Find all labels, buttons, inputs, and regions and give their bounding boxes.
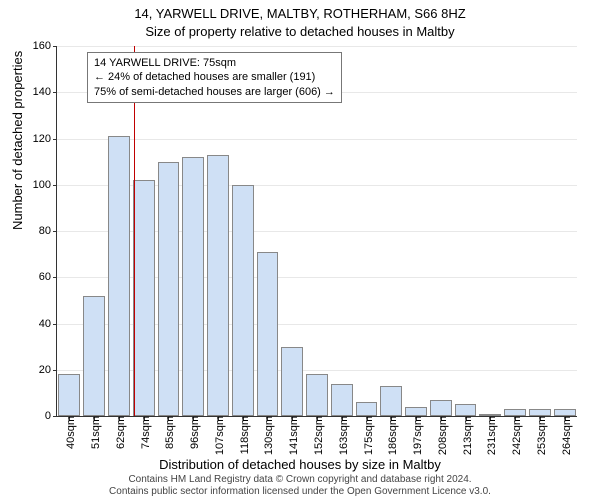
xtick-label: 40sqm: [61, 416, 77, 449]
xtick-label: 213sqm: [458, 416, 474, 455]
annotation-line: 14 YARWELL DRIVE: 75sqm: [94, 56, 335, 70]
xtick-label: 107sqm: [210, 416, 226, 455]
footnote: Contains HM Land Registry data © Crown c…: [0, 474, 600, 498]
histogram-bar: [281, 347, 303, 416]
xtick-label: 85sqm: [160, 416, 176, 449]
histogram-bar: [83, 296, 105, 416]
xtick-label: 175sqm: [359, 416, 375, 455]
ytick-label: 160: [33, 40, 57, 52]
chart-title-main: 14, YARWELL DRIVE, MALTBY, ROTHERHAM, S6…: [0, 6, 600, 21]
xtick-label: 197sqm: [408, 416, 424, 455]
annotation-line: 75% of semi-detached houses are larger (…: [94, 85, 335, 99]
xtick-label: 242sqm: [507, 416, 523, 455]
xtick-label: 264sqm: [557, 416, 573, 455]
xtick-label: 186sqm: [383, 416, 399, 455]
ytick-label: 60: [39, 271, 57, 283]
histogram-bar: [504, 409, 526, 416]
xtick-label: 231sqm: [482, 416, 498, 455]
histogram-bar: [405, 407, 427, 416]
y-axis-label: Number of detached properties: [10, 51, 25, 230]
x-axis-label: Distribution of detached houses by size …: [0, 457, 600, 472]
histogram-bar: [331, 384, 353, 416]
ytick-label: 120: [33, 133, 57, 145]
ytick-label: 40: [39, 318, 57, 330]
annotation-line: ← 24% of detached houses are smaller (19…: [94, 70, 335, 84]
ytick-label: 100: [33, 179, 57, 191]
histogram-bar: [232, 185, 254, 416]
gridline: [57, 139, 577, 140]
chart-title-sub: Size of property relative to detached ho…: [0, 24, 600, 39]
histogram-bar: [58, 374, 80, 416]
histogram-bar: [306, 374, 328, 416]
histogram-bar: [257, 252, 279, 416]
footnote-line1: Contains HM Land Registry data © Crown c…: [0, 474, 600, 486]
xtick-label: 141sqm: [284, 416, 300, 455]
histogram-bar: [380, 386, 402, 416]
xtick-label: 51sqm: [86, 416, 102, 449]
xtick-label: 163sqm: [334, 416, 350, 455]
gridline: [57, 46, 577, 47]
histogram-bar: [529, 409, 551, 416]
histogram-bar: [455, 404, 477, 416]
xtick-label: 74sqm: [136, 416, 152, 449]
histogram-bar: [207, 155, 229, 416]
xtick-label: 152sqm: [309, 416, 325, 455]
xtick-label: 118sqm: [235, 416, 251, 454]
xtick-label: 208sqm: [433, 416, 449, 455]
ytick-label: 0: [45, 410, 57, 422]
histogram-bar: [133, 180, 155, 416]
plot-area: 02040608010012014016040sqm51sqm62sqm74sq…: [56, 46, 577, 417]
xtick-label: 130sqm: [259, 416, 275, 455]
xtick-label: 253sqm: [532, 416, 548, 455]
chart-container: 14, YARWELL DRIVE, MALTBY, ROTHERHAM, S6…: [0, 0, 600, 500]
histogram-bar: [182, 157, 204, 416]
annotation-box: 14 YARWELL DRIVE: 75sqm← 24% of detached…: [87, 52, 342, 103]
footnote-line2: Contains public sector information licen…: [0, 486, 600, 498]
histogram-bar: [356, 402, 378, 416]
xtick-label: 62sqm: [111, 416, 127, 449]
histogram-bar: [108, 136, 130, 416]
ytick-label: 80: [39, 225, 57, 237]
ytick-label: 140: [33, 86, 57, 98]
histogram-bar: [158, 162, 180, 416]
ytick-label: 20: [39, 364, 57, 376]
xtick-label: 96sqm: [185, 416, 201, 449]
histogram-bar: [554, 409, 576, 416]
histogram-bar: [430, 400, 452, 416]
